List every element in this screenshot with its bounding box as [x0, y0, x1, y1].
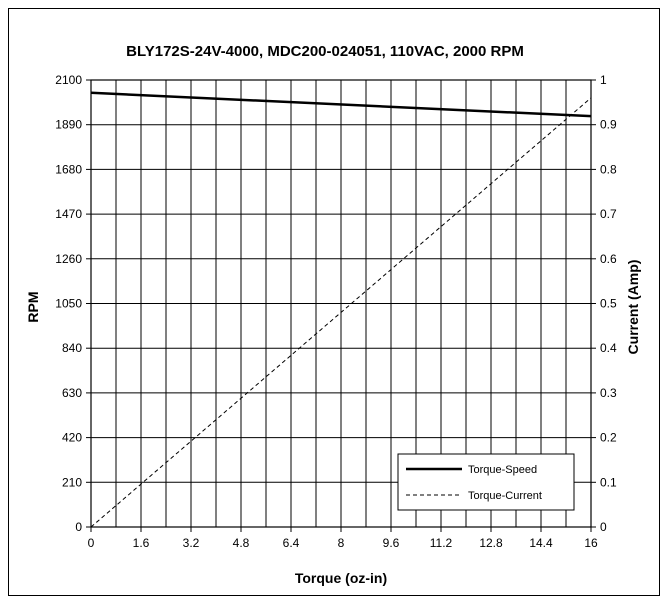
y2-tick-label: 1: [600, 73, 607, 87]
series-layer: [90, 91, 592, 528]
y2-tick-label: 0.3: [600, 386, 617, 400]
series-line-torque-current: [90, 97, 592, 528]
grid: [90, 79, 592, 528]
series-line-torque-speed: [90, 91, 592, 118]
y-tick-label: 630: [62, 386, 82, 400]
y2-tick-label: 0.4: [600, 341, 617, 355]
x-tick-label: 6.4: [283, 536, 300, 550]
y2-tick-label: 0.6: [600, 252, 617, 266]
y-tick-label: 0: [75, 520, 82, 534]
x-tick-label: 14.4: [529, 536, 553, 550]
y-tick-label: 1680: [55, 162, 82, 176]
x-tick-label: 3.2: [183, 536, 200, 550]
y2-tick-label: 0.8: [600, 162, 617, 176]
y2-tick-label: 0.9: [600, 118, 617, 132]
y-tick-label: 420: [62, 431, 82, 445]
x-tick-label: 11.2: [430, 536, 453, 550]
y-tick-label: 210: [62, 475, 82, 489]
tick-labels: 0 1.6 3.2 4.8 6.4 8 9.6 11.2 12.8 14.4 16021042063…: [55, 73, 617, 550]
x-tick-label: 16: [584, 536, 598, 550]
y-tick-label: 1890: [55, 118, 82, 132]
y2-tick-label: 0.5: [600, 297, 617, 311]
x-tick-label: 1.6: [133, 536, 150, 550]
legend: Torque-Speed Torque-Current: [397, 453, 575, 511]
y2-tick-label: 0.1: [600, 475, 617, 489]
legend-label-torque-current: Torque-Current: [468, 490, 542, 502]
x-tick-label: 8: [338, 536, 345, 550]
y2-tick-label: 0.7: [600, 207, 617, 221]
y-axis-title: RPM: [25, 291, 41, 322]
y-tick-label: 1470: [55, 207, 82, 221]
y-tick-label: 2100: [55, 73, 82, 87]
x-tick-label: 9.6: [383, 536, 400, 550]
x-axis-title: Torque (oz-in): [295, 570, 387, 586]
x-tick-label: 0: [88, 536, 95, 550]
y2-axis-title: Current (Amp): [625, 260, 641, 355]
legend-box: [397, 453, 575, 511]
y-tick-label: 1050: [55, 297, 82, 311]
y-tick-label: 1260: [55, 252, 82, 266]
y-tick-label: 840: [62, 341, 82, 355]
y2-tick-label: 0: [600, 520, 607, 534]
x-tick-label: 12.8: [479, 536, 503, 550]
x-tick-label: 4.8: [233, 536, 250, 550]
y2-tick-label: 0.2: [600, 431, 617, 445]
chart-title: BLY172S-24V-4000, MDC200-024051, 110VAC,…: [126, 43, 524, 60]
legend-label-torque-speed: Torque-Speed: [468, 464, 537, 476]
